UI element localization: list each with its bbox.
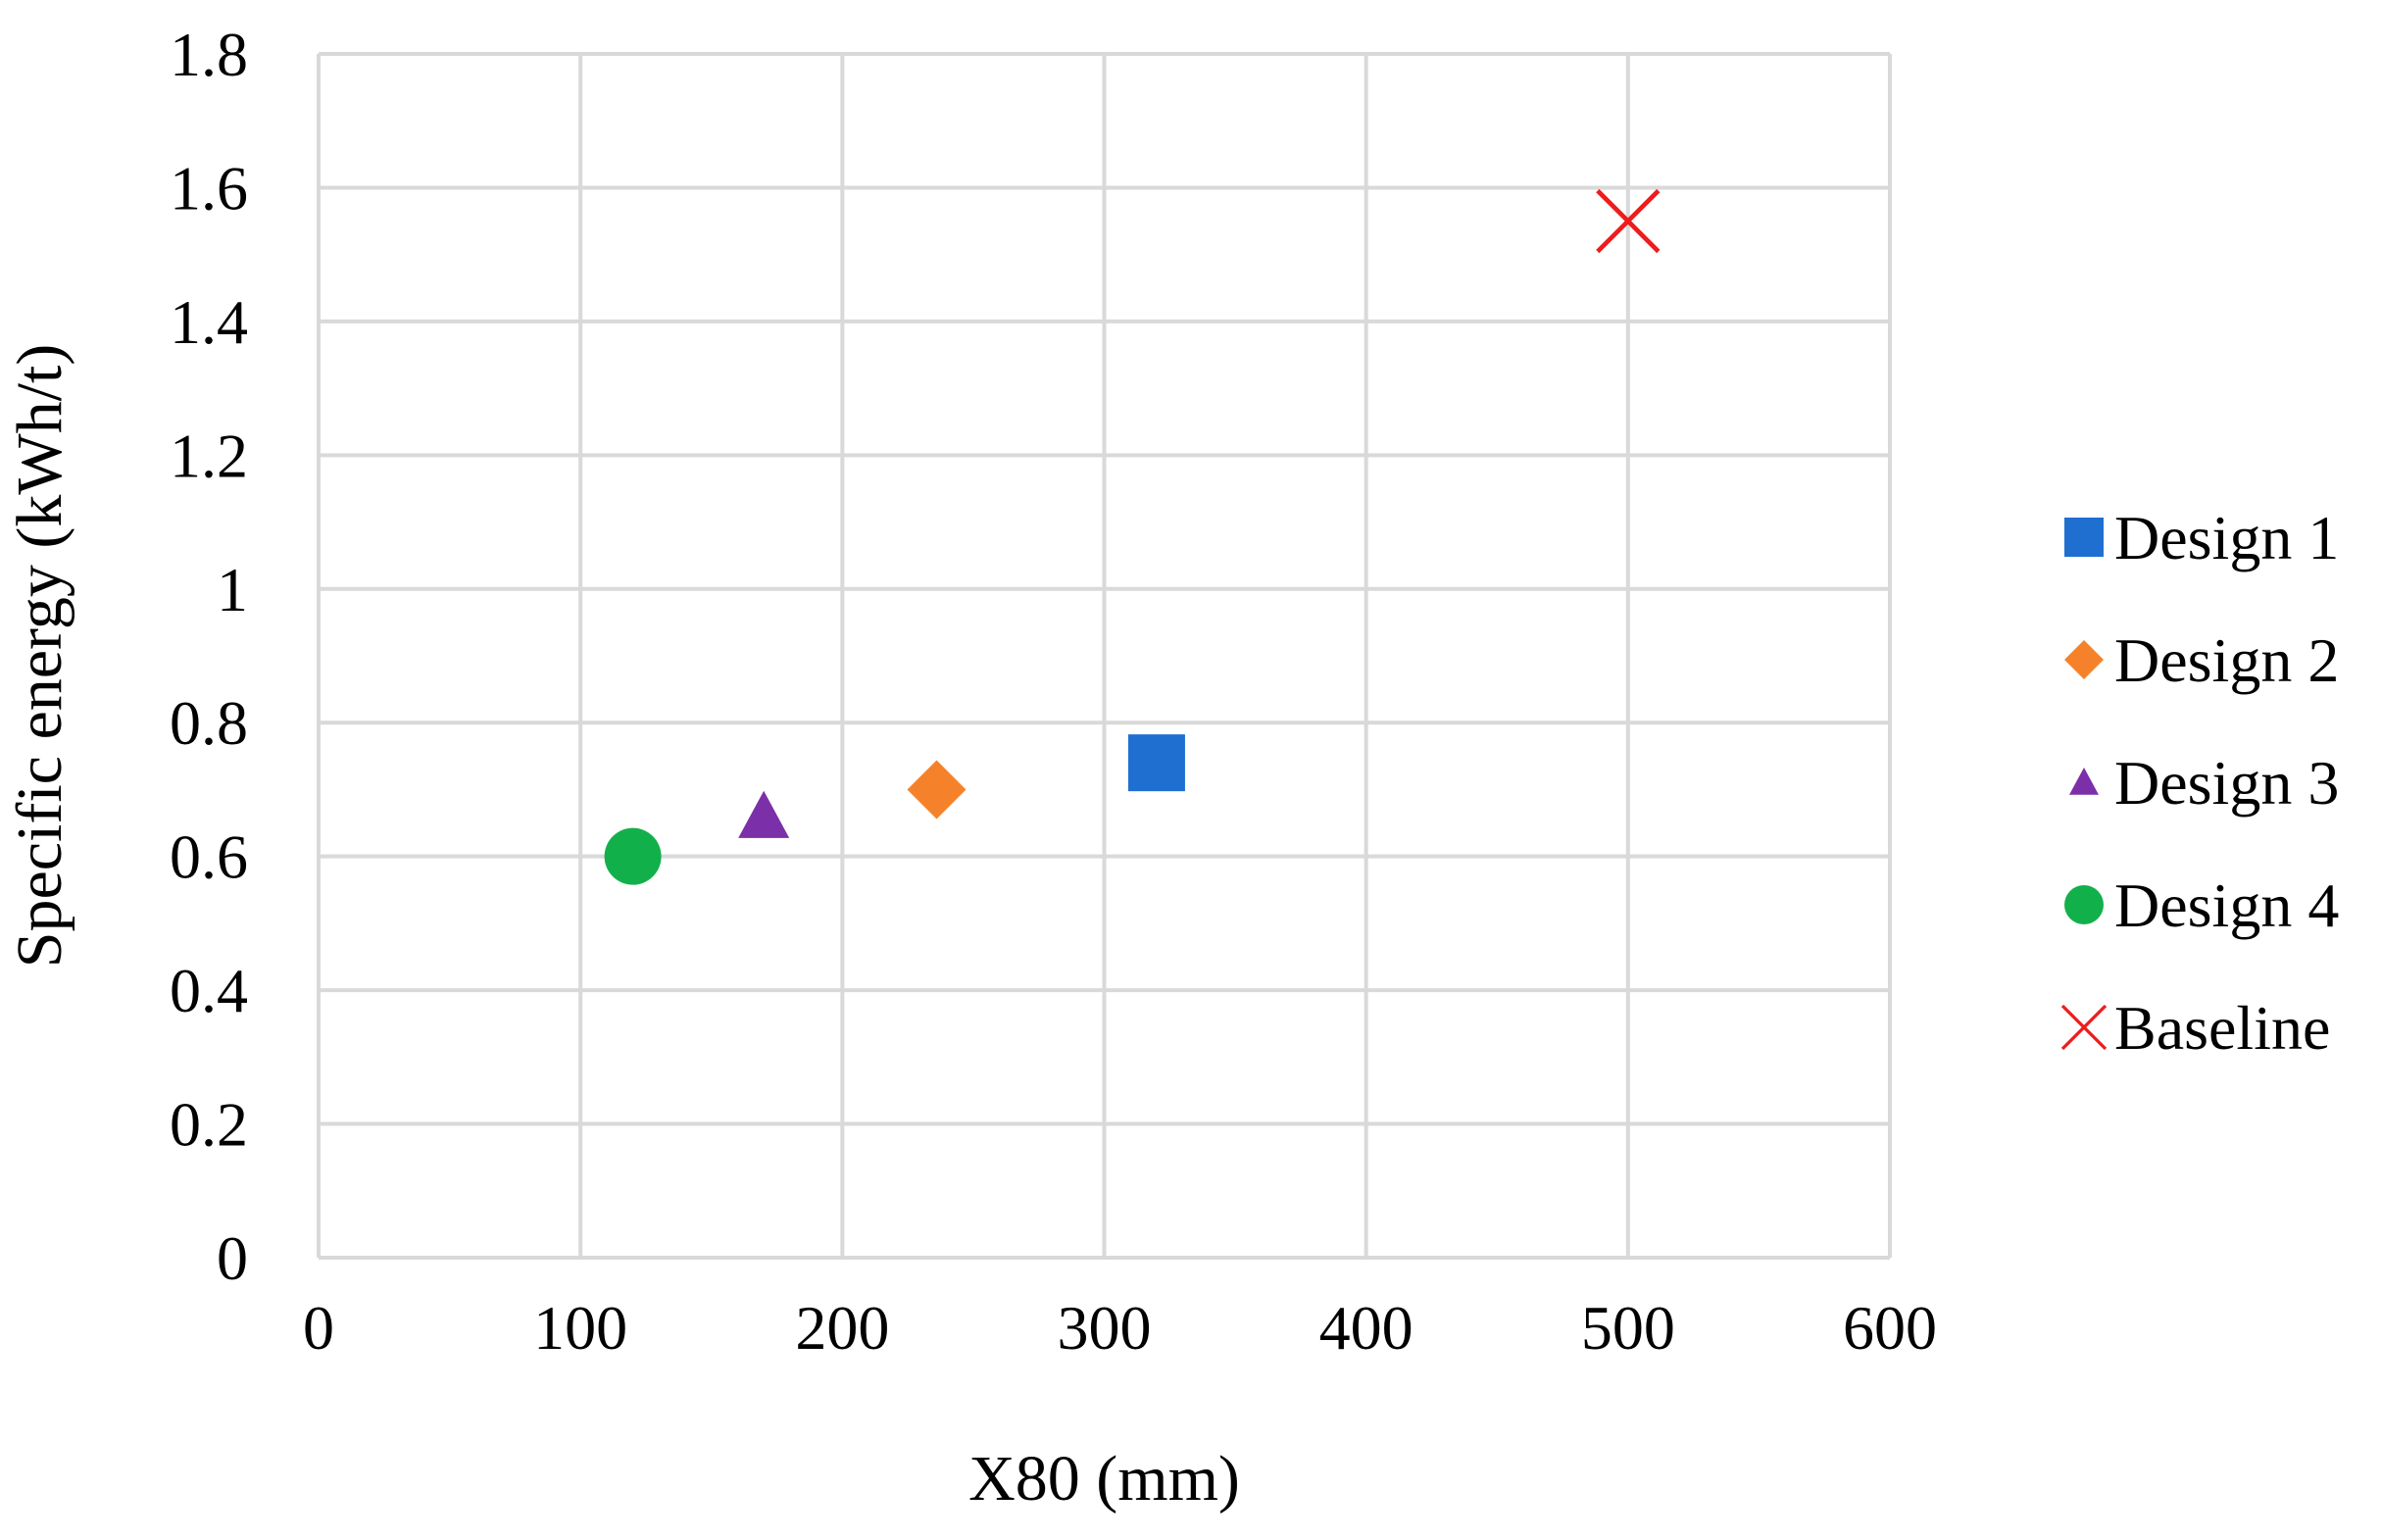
x-tick-label: 500 bbox=[1581, 1293, 1675, 1363]
legend-marker bbox=[2064, 640, 2104, 679]
legend-label: Design 3 bbox=[2114, 748, 2339, 818]
data-point-design-3 bbox=[738, 790, 790, 838]
x-tick-label: 400 bbox=[1319, 1293, 1414, 1363]
data-point-design-4 bbox=[604, 827, 662, 885]
y-tick-label: 0.8 bbox=[170, 688, 248, 758]
y-tick-label: 0.4 bbox=[170, 956, 248, 1025]
y-axis-title: Specific energy (kWh/t) bbox=[4, 344, 75, 969]
y-tick-label: 0 bbox=[217, 1223, 248, 1293]
x-tick-label: 300 bbox=[1058, 1293, 1152, 1363]
y-tick-label: 0.6 bbox=[170, 822, 248, 892]
legend-marker bbox=[2069, 768, 2099, 795]
y-tick-label: 1 bbox=[217, 555, 248, 624]
y-tick-label: 1.8 bbox=[170, 20, 248, 89]
data-point-design-1 bbox=[1127, 734, 1185, 792]
x-tick-label: 600 bbox=[1843, 1293, 1937, 1363]
x-tick-label: 200 bbox=[795, 1293, 889, 1363]
data-point-design-2 bbox=[907, 760, 967, 820]
y-tick-label: 0.2 bbox=[170, 1090, 248, 1160]
gridlines bbox=[317, 52, 1892, 1260]
data-markers bbox=[604, 188, 1661, 885]
x-axis-title: X80 (mm) bbox=[968, 1443, 1240, 1515]
tick-labels: 0 0.2 0.4 0.6 0.8 1 1.2 1.4 1.6 1.8 0 100 200 300 400 5… bbox=[170, 20, 1937, 1363]
legend-marker bbox=[2064, 885, 2104, 924]
legend-label: Design 4 bbox=[2114, 870, 2339, 940]
legend: Design 1 Design 2 Design 3 Design 4 Baseline bbox=[2060, 503, 2339, 1063]
y-tick-label: 1.6 bbox=[170, 153, 248, 223]
legend-label: Baseline bbox=[2114, 993, 2330, 1063]
x-tick-label: 0 bbox=[303, 1293, 334, 1363]
data-point-baseline bbox=[1596, 188, 1661, 254]
legend-marker bbox=[2060, 1004, 2108, 1051]
legend-label: Design 2 bbox=[2114, 625, 2339, 695]
x-tick-label: 100 bbox=[533, 1293, 627, 1363]
legend-marker bbox=[2064, 518, 2104, 557]
y-tick-label: 1.2 bbox=[170, 421, 248, 490]
legend-label: Design 1 bbox=[2114, 503, 2339, 572]
y-tick-label: 1.4 bbox=[170, 287, 248, 357]
